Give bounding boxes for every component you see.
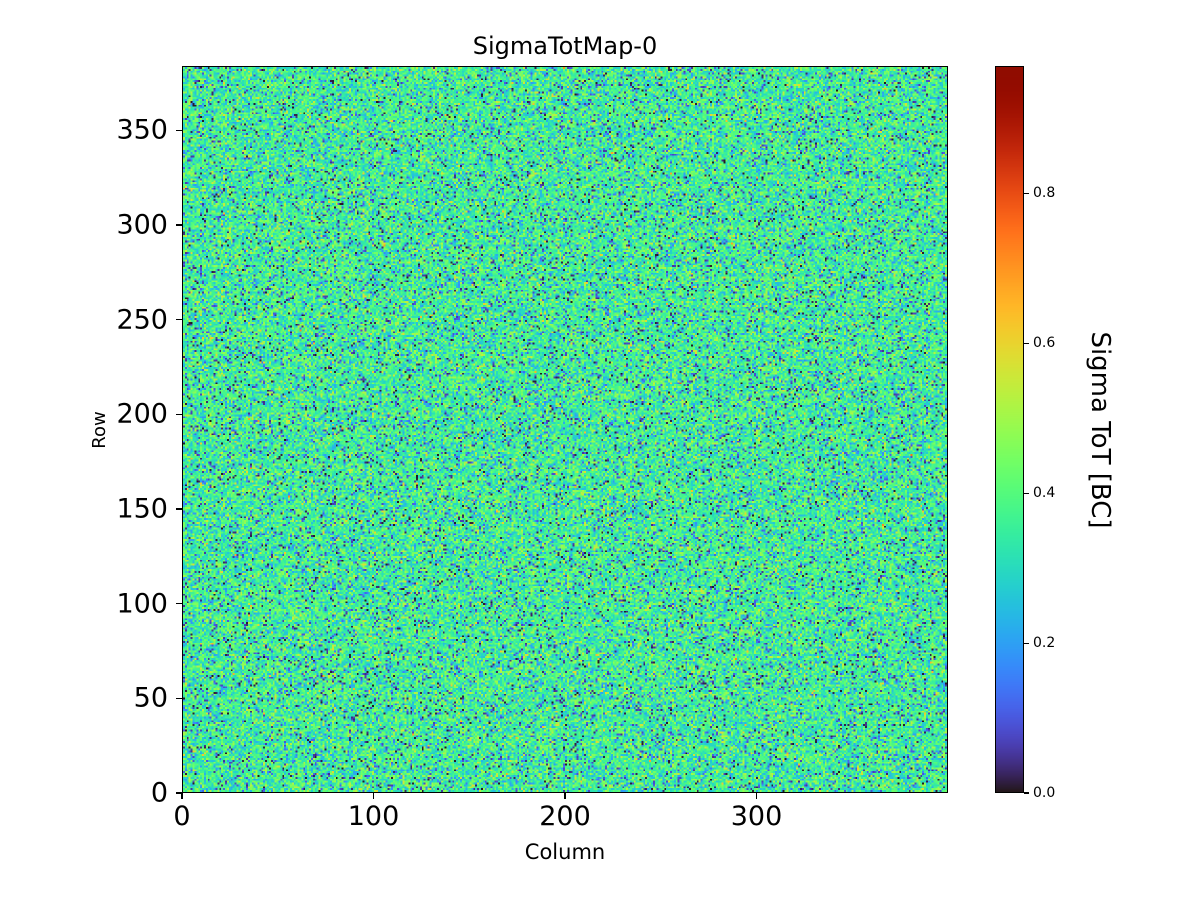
x-tick-label: 200 bbox=[539, 801, 591, 832]
colorbar-tick-mark bbox=[1024, 642, 1029, 644]
heatmap-canvas bbox=[183, 67, 947, 792]
y-tick-mark bbox=[176, 318, 182, 321]
x-tick-mark bbox=[181, 793, 183, 799]
y-tick-label: 200 bbox=[116, 398, 168, 430]
x-tick-label: 100 bbox=[347, 801, 400, 832]
x-tick-mark bbox=[372, 793, 375, 799]
x-tick-label: 300 bbox=[730, 801, 783, 832]
chart-title: SigmaTotMap-0 bbox=[472, 32, 658, 60]
colorbar-canvas bbox=[996, 67, 1023, 792]
colorbar-tick-label: 0.8 bbox=[1033, 185, 1056, 202]
y-tick-label: 250 bbox=[116, 304, 168, 336]
y-tick-mark bbox=[176, 413, 182, 416]
colorbar-tick-label: 0.0 bbox=[1033, 785, 1056, 801]
colorbar-tick-label: 0.2 bbox=[1033, 635, 1056, 652]
y-tick-mark bbox=[176, 129, 182, 132]
x-tick-mark bbox=[755, 793, 758, 799]
heatmap-plot-area bbox=[182, 66, 948, 793]
colorbar-tick-label: 0.4 bbox=[1033, 485, 1056, 502]
y-tick-mark bbox=[176, 697, 182, 700]
x-tick-mark bbox=[564, 793, 566, 799]
y-tick-mark bbox=[176, 224, 182, 226]
colorbar bbox=[995, 66, 1024, 793]
y-tick-mark bbox=[176, 602, 182, 605]
colorbar-tick-label: 0.6 bbox=[1033, 335, 1056, 352]
y-tick-label: 100 bbox=[116, 588, 168, 620]
y-tick-label: 150 bbox=[116, 493, 168, 525]
y-tick-label: 350 bbox=[116, 114, 168, 146]
colorbar-tick-mark bbox=[1024, 492, 1029, 494]
y-tick-mark bbox=[176, 508, 182, 510]
y-tick-label: 300 bbox=[116, 209, 168, 241]
colorbar-label: Sigma ToT [BC] bbox=[1085, 331, 1115, 529]
colorbar-tick-mark bbox=[1024, 342, 1029, 344]
x-tick-label: 0 bbox=[173, 801, 191, 832]
y-tick-label: 50 bbox=[133, 682, 168, 714]
y-tick-label: 0 bbox=[150, 777, 168, 809]
colorbar-tick-mark bbox=[1024, 792, 1029, 794]
y-tick-mark bbox=[176, 792, 182, 794]
x-axis-label: Column bbox=[524, 840, 606, 864]
colorbar-tick-mark bbox=[1024, 192, 1029, 194]
